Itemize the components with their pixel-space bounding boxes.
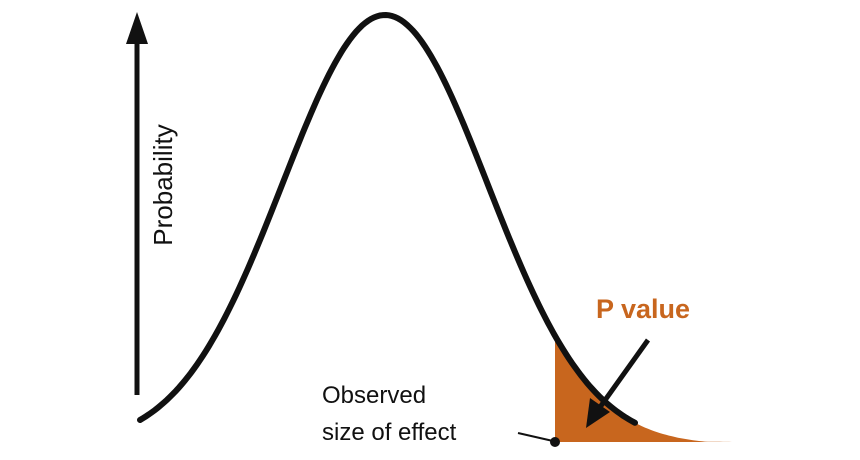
observed-leader <box>517 432 554 442</box>
p-value-arrowhead <box>586 398 610 428</box>
observed-label-line1: Observed <box>322 382 426 409</box>
distribution-curve <box>137 11 638 426</box>
p-value-arrow <box>595 338 651 412</box>
y-axis-label: Probability <box>148 124 178 245</box>
p-value-label: P value <box>596 294 690 324</box>
observed-label-line2: size of effect <box>322 419 457 446</box>
p-value-area <box>555 335 735 442</box>
observed-point <box>550 437 560 447</box>
y-axis-arrowhead <box>126 12 148 44</box>
